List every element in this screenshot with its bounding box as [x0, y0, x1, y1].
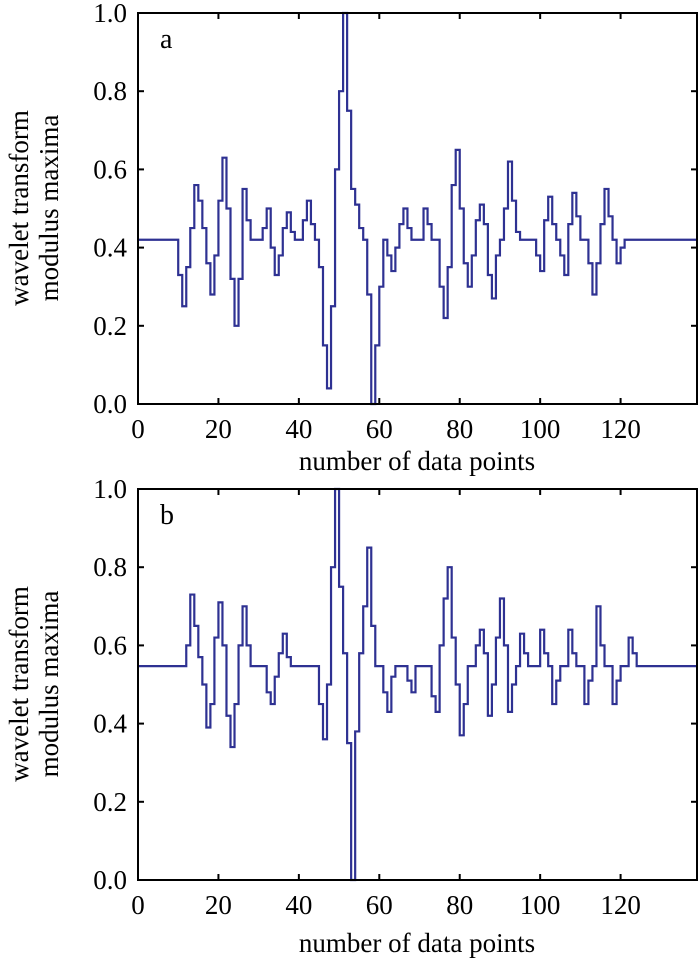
x-tick-label: 60: [366, 414, 393, 444]
axes-frame: [137, 12, 698, 405]
x-tick-label: 100: [520, 890, 561, 920]
y-tick-label: 1.0: [93, 474, 127, 504]
x-axis-label: number of data points: [299, 928, 535, 958]
series-line: [138, 11, 697, 406]
x-tick-label: 60: [366, 890, 393, 920]
x-tick-label: 120: [600, 414, 641, 444]
y-tick-label: 0.0: [93, 389, 127, 419]
y-tick-label: 0.6: [93, 154, 127, 184]
x-tick-label: 20: [205, 414, 232, 444]
x-tick-label: 20: [205, 890, 232, 920]
x-axis-label: number of data points: [299, 446, 535, 476]
y-axis-label-line2: modulus maxima: [34, 591, 64, 778]
y-tick-label: 0.2: [93, 311, 127, 341]
x-tick-label: 120: [600, 890, 641, 920]
y-tick-label: 0.8: [93, 76, 127, 106]
panel-label: b: [160, 500, 174, 531]
panel-label: a: [160, 24, 173, 55]
panel-b: b number of data points wavelet transfor…: [4, 474, 698, 958]
x-tick-label: 0: [131, 890, 145, 920]
y-tick-label: 0.2: [93, 787, 127, 817]
y-tick-label: 0.4: [93, 233, 127, 263]
y-tick-label: 0.0: [93, 865, 127, 895]
x-tick-label: 40: [285, 890, 312, 920]
y-tick-label: 1.0: [93, 0, 127, 28]
y-axis-label-line2: modulus maxima: [34, 115, 64, 302]
x-tick-label: 40: [285, 414, 312, 444]
y-tick-label: 0.8: [93, 552, 127, 582]
y-axis-label-line1: wavelet transform: [4, 586, 34, 782]
y-tick-label: 0.4: [93, 709, 127, 739]
series-line: [138, 487, 697, 882]
y-tick-label: 0.6: [93, 630, 127, 660]
axes-frame: [137, 488, 698, 881]
panel-a: a number of data points wavelet transfor…: [4, 0, 698, 476]
y-axis-label-line1: wavelet transform: [4, 110, 34, 306]
x-tick-label: 0: [131, 414, 145, 444]
x-tick-label: 80: [446, 890, 473, 920]
x-tick-label: 80: [446, 414, 473, 444]
x-tick-label: 100: [520, 414, 561, 444]
